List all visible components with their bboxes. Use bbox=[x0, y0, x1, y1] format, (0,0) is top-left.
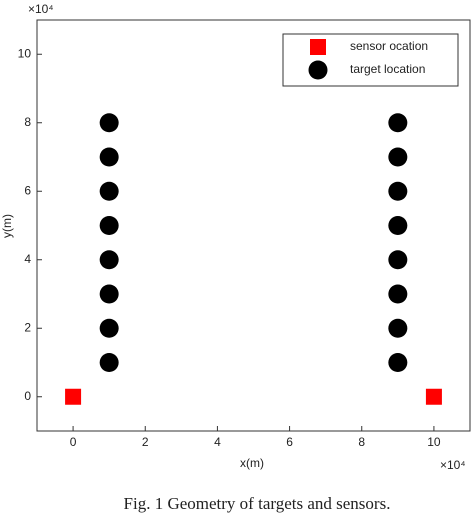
legend-marker bbox=[310, 39, 326, 55]
point bbox=[99, 250, 119, 270]
point bbox=[99, 147, 119, 167]
point bbox=[99, 318, 119, 338]
point bbox=[99, 216, 119, 235]
x-tick-label: 4 bbox=[214, 435, 221, 449]
y-tick-label: 10 bbox=[18, 46, 32, 60]
point bbox=[388, 353, 408, 372]
caption: Fig. 1 Geometry of targets and sensors. bbox=[124, 494, 391, 513]
point bbox=[99, 284, 119, 304]
x-tick-label: 10 bbox=[427, 435, 441, 449]
x-axis-label: x(m) bbox=[240, 456, 264, 470]
point bbox=[388, 250, 408, 270]
y-multiplier: ×10⁴ bbox=[28, 2, 54, 16]
legend-label: target location bbox=[350, 62, 425, 76]
point bbox=[425, 388, 442, 405]
x-tick-label: 8 bbox=[358, 435, 365, 449]
point bbox=[388, 318, 408, 338]
point bbox=[99, 353, 119, 372]
point bbox=[388, 113, 408, 133]
y-tick-label: 2 bbox=[24, 320, 31, 334]
point bbox=[99, 181, 119, 201]
point bbox=[388, 216, 408, 235]
y-tick-label: 8 bbox=[24, 115, 31, 129]
point bbox=[388, 181, 408, 201]
y-tick-label: 4 bbox=[24, 252, 31, 266]
point bbox=[99, 113, 119, 133]
legend-label: sensor ocation bbox=[350, 39, 428, 53]
x-tick-label: 0 bbox=[70, 435, 77, 449]
x-multiplier: ×10⁴ bbox=[440, 458, 466, 472]
y-axis-label: y(m) bbox=[0, 214, 14, 238]
point bbox=[388, 147, 408, 167]
plot-frame bbox=[36, 19, 471, 432]
legend-marker bbox=[308, 60, 328, 80]
y-tick-label: 0 bbox=[24, 389, 31, 403]
point bbox=[65, 388, 82, 405]
point bbox=[388, 284, 408, 304]
x-tick-label: 2 bbox=[142, 435, 149, 449]
x-tick-label: 6 bbox=[286, 435, 293, 449]
y-tick-label: 6 bbox=[24, 183, 31, 197]
